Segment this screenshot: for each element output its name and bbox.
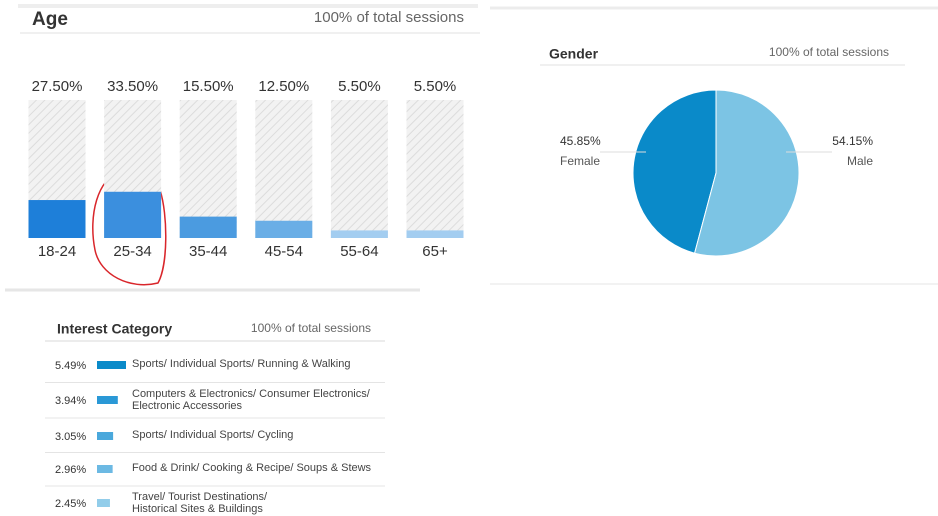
- value-label: 3.94%: [55, 395, 86, 407]
- value-label: 33.50%: [107, 78, 158, 95]
- value-label: 12.50%: [258, 78, 309, 95]
- value-label: 45.85%: [560, 134, 601, 148]
- bar-track: [406, 100, 464, 238]
- title: Interest Category: [57, 321, 172, 337]
- category-label: Sports/ Individual Sports/ Running & Wal…: [132, 358, 351, 370]
- bar: [97, 361, 126, 369]
- category-label: Computers & Electronics/ Consumer Electr…: [132, 388, 370, 412]
- value-label: 5.50%: [414, 78, 457, 95]
- legend-label: Male: [847, 154, 873, 168]
- title: Age: [32, 9, 68, 30]
- bar-track: [179, 100, 237, 238]
- pie-slice: [632, 89, 717, 254]
- value-label: 15.50%: [183, 78, 234, 95]
- category-label: Food & Drink/ Cooking & Recipe/ Soups & …: [132, 462, 372, 474]
- bar: [97, 396, 118, 404]
- bar-track: [255, 100, 313, 238]
- bar: [406, 230, 464, 238]
- x-tick-label: 35-44: [189, 243, 227, 260]
- bar: [97, 432, 114, 440]
- bar: [255, 220, 313, 238]
- category-label: Travel/ Tourist Destinations/ Historical…: [132, 491, 268, 515]
- title: Gender: [549, 46, 599, 62]
- x-tick-label: 65+: [422, 243, 448, 260]
- x-tick-label: 18-24: [38, 243, 76, 260]
- bar: [97, 499, 110, 507]
- value-label: 5.50%: [338, 78, 381, 95]
- value-label: 5.49%: [55, 360, 86, 372]
- bar: [179, 216, 237, 238]
- legend-label: Female: [560, 154, 600, 168]
- x-tick-label: 55-64: [340, 243, 378, 260]
- pie-slice: [693, 89, 800, 257]
- bar: [104, 191, 162, 238]
- value-label: 27.50%: [32, 78, 83, 95]
- value-label: 3.05%: [55, 431, 86, 443]
- bar: [97, 465, 113, 473]
- x-tick-label: 45-54: [265, 243, 303, 260]
- category-label: Sports/ Individual Sports/ Cycling: [132, 429, 294, 441]
- x-tick-label: 25-34: [113, 243, 151, 260]
- bar: [330, 230, 388, 238]
- subtitle: 100% of total sessions: [251, 321, 371, 335]
- value-label: 2.96%: [55, 464, 86, 476]
- subtitle: 100% of total sessions: [314, 9, 464, 26]
- value-label: 2.45%: [55, 498, 86, 510]
- bar-track: [330, 100, 388, 238]
- subtitle: 100% of total sessions: [769, 45, 889, 59]
- panel-top: [18, 4, 478, 8]
- value-label: 54.15%: [832, 134, 873, 148]
- bar: [28, 200, 86, 238]
